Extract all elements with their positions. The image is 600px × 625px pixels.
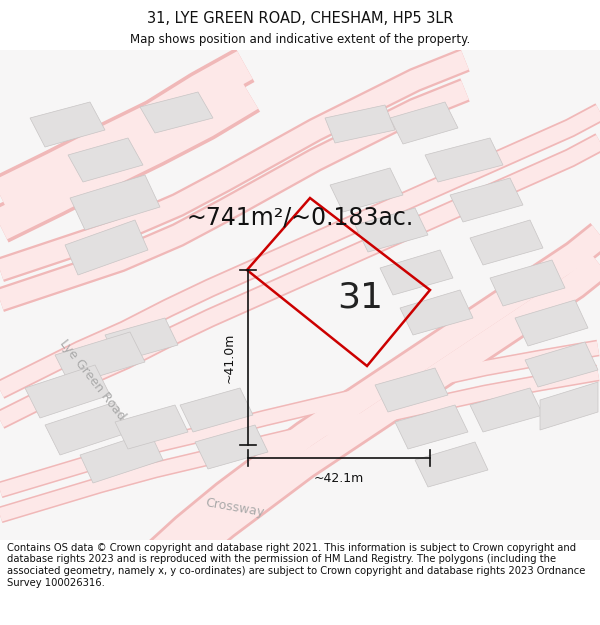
Polygon shape [380,250,453,295]
Text: ~42.1m: ~42.1m [314,472,364,485]
Text: 31, LYE GREEN ROAD, CHESHAM, HP5 3LR: 31, LYE GREEN ROAD, CHESHAM, HP5 3LR [147,11,453,26]
Polygon shape [105,318,178,362]
Polygon shape [395,405,468,449]
Polygon shape [375,368,448,412]
Polygon shape [55,332,145,385]
Polygon shape [470,388,543,432]
Polygon shape [330,168,403,212]
Polygon shape [470,220,543,265]
Polygon shape [425,138,503,182]
Polygon shape [115,405,188,449]
Polygon shape [415,442,488,487]
Polygon shape [390,102,458,144]
Text: Lye Green Road: Lye Green Road [56,337,127,423]
Polygon shape [30,102,105,147]
Polygon shape [525,342,598,387]
Polygon shape [25,365,110,418]
Polygon shape [400,290,473,335]
Polygon shape [355,208,428,252]
Polygon shape [68,138,143,182]
Text: Crossway: Crossway [205,496,265,519]
Text: Map shows position and indicative extent of the property.: Map shows position and indicative extent… [130,32,470,46]
Polygon shape [180,388,253,432]
Polygon shape [515,300,588,346]
Text: ~741m²/~0.183ac.: ~741m²/~0.183ac. [187,206,413,230]
Polygon shape [80,432,163,483]
Polygon shape [325,105,395,143]
Polygon shape [450,178,523,222]
Polygon shape [490,260,565,306]
Polygon shape [540,382,598,430]
Text: ~41.0m: ~41.0m [223,332,236,382]
Polygon shape [45,402,130,455]
Polygon shape [140,92,213,133]
Polygon shape [195,425,268,469]
Polygon shape [65,220,148,275]
Text: Contains OS data © Crown copyright and database right 2021. This information is : Contains OS data © Crown copyright and d… [7,543,586,588]
Polygon shape [70,175,160,230]
Text: 31: 31 [337,281,383,315]
